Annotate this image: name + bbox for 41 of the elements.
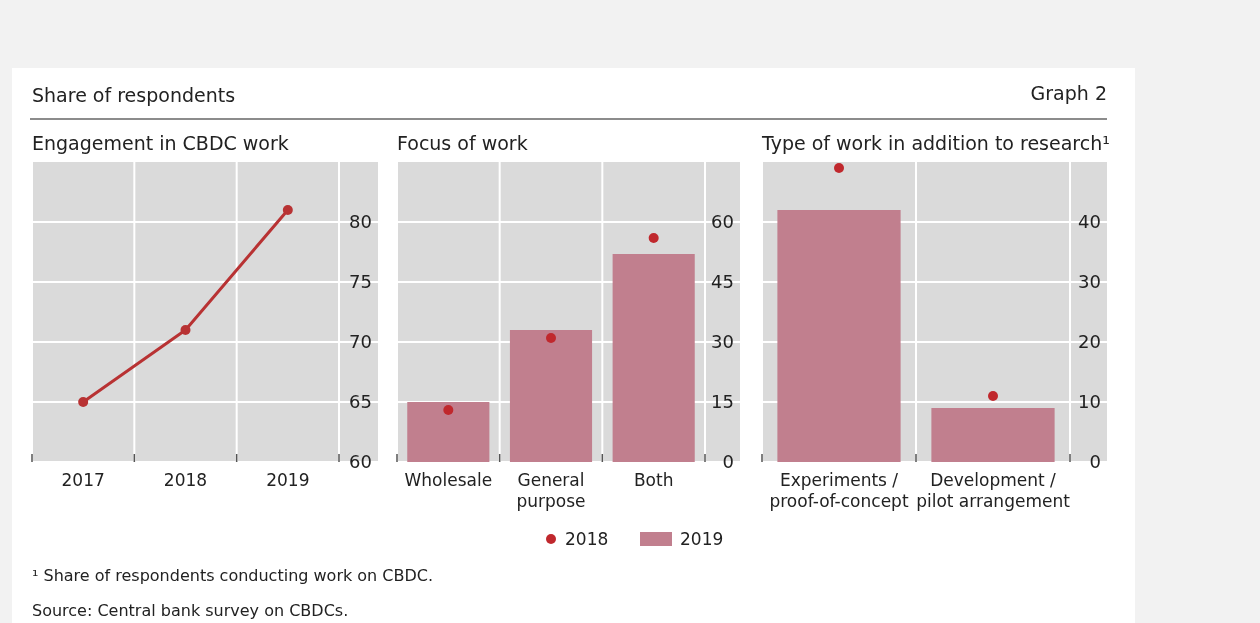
y-tick-label: 60 (711, 211, 734, 233)
bar (509, 330, 593, 462)
x-tick-label: General purpose (516, 470, 586, 511)
x-tick-label: 2017 (61, 470, 105, 490)
y-tick-label: 80 (349, 211, 372, 233)
chart-title: Engagement in CBDC work (32, 132, 289, 154)
x-tick-label: Experiments / proof-of-concept (769, 470, 909, 511)
y-tick-label: 75 (349, 271, 372, 293)
point (648, 233, 659, 243)
y-tick-label: 0 (722, 451, 734, 473)
text: Share of respondents (32, 84, 236, 106)
legend-label: 2018 (565, 528, 609, 549)
x-tick-label: Wholesale (404, 470, 493, 490)
bar (407, 402, 490, 462)
y-tick-label: 40 (1078, 211, 1101, 233)
x-tick-label: 2019 (266, 470, 310, 490)
chart-title: Type of work in addition to research¹ (761, 132, 1110, 154)
bar (612, 254, 695, 462)
y-tick-label: 30 (1078, 271, 1101, 293)
point (546, 333, 556, 343)
y-tick-label: 0 (1089, 451, 1101, 473)
y-tick-label: 60 (349, 451, 372, 473)
legend-label: 2019 (680, 528, 724, 549)
point (180, 325, 191, 335)
chart-title: Focus of work (397, 132, 528, 154)
x-tick-label: Both (633, 470, 674, 490)
x-tick-label: 2018 (163, 470, 208, 490)
x-tick-label: Development / pilot arrangement (916, 470, 1071, 511)
y-tick-label: 10 (1078, 391, 1101, 413)
point (78, 397, 89, 407)
y-tick-label: 70 (349, 331, 372, 353)
point (443, 405, 454, 415)
y-tick-label: 30 (711, 331, 734, 353)
source-note: Source: Central bank survey on CBDCs. (32, 601, 349, 620)
caption: Graph 2 (1030, 82, 1107, 104)
y-tick-label: 15 (711, 391, 734, 413)
point (282, 205, 293, 215)
y-tick-label: 65 (349, 391, 372, 413)
y-tick-label: 20 (1078, 331, 1101, 353)
text: ¹ Share of respondents conducting work on CBDC. (32, 566, 434, 585)
y-tick-label: 45 (711, 271, 734, 293)
